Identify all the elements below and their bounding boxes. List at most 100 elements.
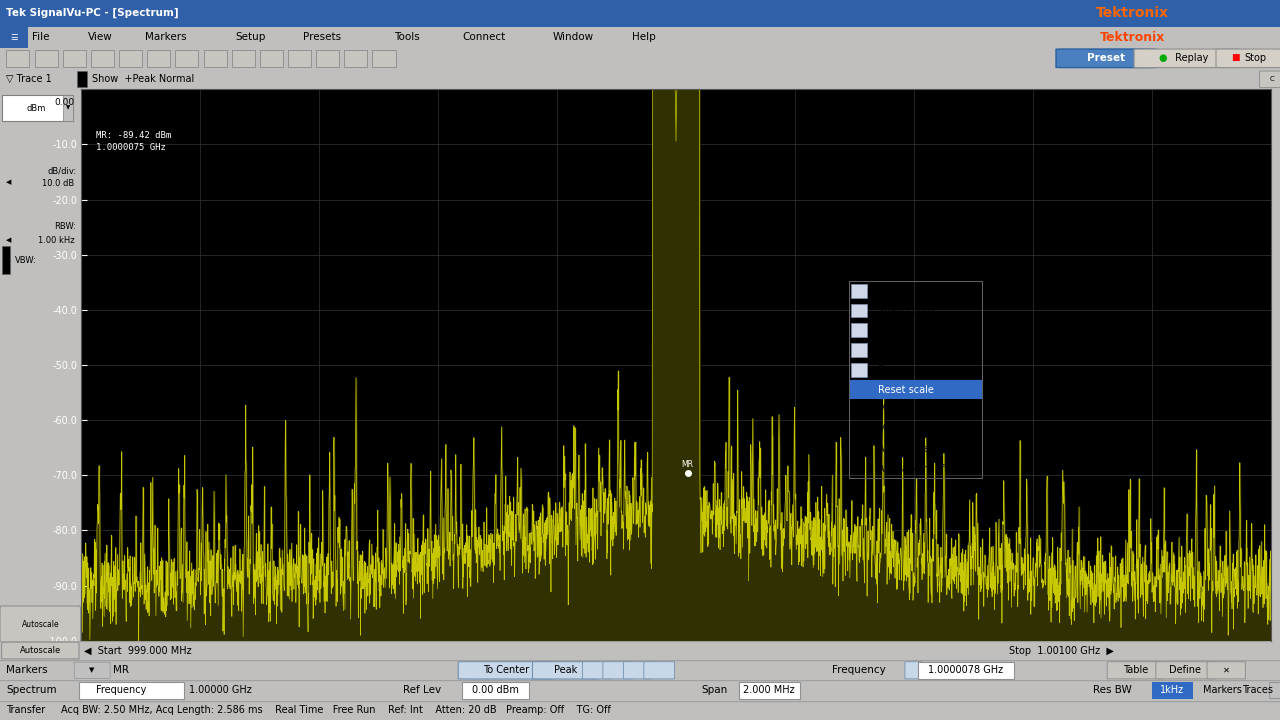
Text: Stop  1.00100 GHz  ▶: Stop 1.00100 GHz ▶ xyxy=(1009,646,1114,655)
Bar xyxy=(850,380,982,399)
Text: All Markers off: All Markers off xyxy=(878,464,948,474)
Bar xyxy=(6,50,29,67)
Text: Frequency: Frequency xyxy=(96,685,146,696)
FancyBboxPatch shape xyxy=(1134,49,1239,68)
Bar xyxy=(316,50,339,67)
Bar xyxy=(0,27,28,48)
Text: Tek SignalVu-PC - [Spectrum]: Tek SignalVu-PC - [Spectrum] xyxy=(6,8,179,18)
FancyBboxPatch shape xyxy=(1260,71,1280,87)
Text: 0.00 dBm: 0.00 dBm xyxy=(472,685,518,696)
Text: ◀: ◀ xyxy=(6,237,12,243)
Bar xyxy=(204,50,227,67)
Text: Marker to peak: Marker to peak xyxy=(878,405,952,415)
Text: Markers: Markers xyxy=(145,32,187,42)
Text: ◀: ◀ xyxy=(6,179,12,185)
Bar xyxy=(63,50,86,67)
FancyBboxPatch shape xyxy=(1270,683,1280,698)
Bar xyxy=(147,50,170,67)
FancyBboxPatch shape xyxy=(918,662,1014,679)
Text: 10.0 dB: 10.0 dB xyxy=(42,179,74,187)
Text: MR: -89.42 dBm
1.0000075 GHz: MR: -89.42 dBm 1.0000075 GHz xyxy=(96,130,170,152)
Text: ▽ Trace 1: ▽ Trace 1 xyxy=(6,73,52,84)
Text: Traces: Traces xyxy=(1242,685,1272,696)
Text: Reset scale: Reset scale xyxy=(878,384,934,395)
Text: Tools: Tools xyxy=(394,32,420,42)
Bar xyxy=(851,343,868,357)
Text: ✕: ✕ xyxy=(1222,666,1230,675)
Text: Setup: Setup xyxy=(236,32,266,42)
Bar xyxy=(1,246,10,274)
FancyBboxPatch shape xyxy=(74,662,110,678)
Text: View: View xyxy=(88,32,113,42)
Bar xyxy=(35,50,58,67)
Text: Markers: Markers xyxy=(6,665,49,675)
Text: Connect: Connect xyxy=(462,32,506,42)
Text: 2.000 MHz: 2.000 MHz xyxy=(744,685,795,696)
FancyBboxPatch shape xyxy=(79,682,184,699)
Bar xyxy=(1152,682,1193,699)
Text: VBW:: VBW: xyxy=(14,256,36,265)
FancyBboxPatch shape xyxy=(1056,49,1156,68)
FancyBboxPatch shape xyxy=(603,662,634,679)
FancyBboxPatch shape xyxy=(905,662,922,679)
Text: Span: Span xyxy=(701,685,728,696)
Bar xyxy=(91,50,114,67)
Text: Markers: Markers xyxy=(1203,685,1242,696)
Text: Peak: Peak xyxy=(554,665,577,675)
Text: Autoscale: Autoscale xyxy=(22,621,59,629)
FancyBboxPatch shape xyxy=(462,682,529,699)
Text: Preset: Preset xyxy=(1087,53,1125,63)
Bar xyxy=(344,50,367,67)
FancyBboxPatch shape xyxy=(1,642,79,659)
Text: Tektronix: Tektronix xyxy=(1096,6,1170,20)
FancyBboxPatch shape xyxy=(0,606,81,644)
Bar xyxy=(260,50,283,67)
Text: Zoom: Zoom xyxy=(878,345,906,355)
Text: Table: Table xyxy=(1123,665,1148,675)
Bar xyxy=(63,95,73,121)
Text: Transfer: Transfer xyxy=(6,706,46,715)
Text: MR: MR xyxy=(113,665,128,675)
Bar xyxy=(372,50,396,67)
FancyBboxPatch shape xyxy=(1107,662,1164,679)
Text: Tektronix: Tektronix xyxy=(1100,31,1166,44)
Text: File: File xyxy=(32,32,50,42)
Text: Frequency: Frequency xyxy=(832,665,886,675)
Text: ●: ● xyxy=(1158,53,1167,63)
Text: Acq BW: 2.50 MHz, Acq Length: 2.586 ms    Real Time   Free Run    Ref: Int    At: Acq BW: 2.50 MHz, Acq Length: 2.586 ms R… xyxy=(61,706,611,715)
Bar xyxy=(851,363,868,377)
Text: Res BW: Res BW xyxy=(1093,685,1132,696)
Text: MR: MR xyxy=(682,460,694,469)
Text: 1.00000 GHz: 1.00000 GHz xyxy=(189,685,252,696)
FancyBboxPatch shape xyxy=(623,662,654,679)
Text: ◀  Start  999.000 MHz: ◀ Start 999.000 MHz xyxy=(84,646,192,655)
Text: C: C xyxy=(1270,76,1275,82)
FancyBboxPatch shape xyxy=(739,682,800,699)
Text: 1.0000078 GHz: 1.0000078 GHz xyxy=(928,665,1004,675)
Text: Help: Help xyxy=(632,32,657,42)
FancyBboxPatch shape xyxy=(644,662,675,679)
Text: RBW:: RBW: xyxy=(55,222,77,230)
FancyBboxPatch shape xyxy=(1207,662,1245,679)
Text: dBm: dBm xyxy=(27,104,46,112)
Text: ■: ■ xyxy=(1231,53,1240,63)
Text: Stop: Stop xyxy=(1244,53,1266,63)
Text: Select: Select xyxy=(878,286,909,296)
FancyBboxPatch shape xyxy=(532,662,599,679)
FancyBboxPatch shape xyxy=(1,95,73,121)
Bar xyxy=(288,50,311,67)
FancyBboxPatch shape xyxy=(582,662,613,679)
FancyBboxPatch shape xyxy=(458,662,554,679)
Bar xyxy=(851,284,868,297)
Bar xyxy=(851,304,868,318)
Bar xyxy=(232,50,255,67)
Text: ▼: ▼ xyxy=(65,106,70,111)
Text: Spectrum: Spectrum xyxy=(6,685,58,696)
FancyBboxPatch shape xyxy=(1216,49,1280,68)
Text: Replay: Replay xyxy=(1172,53,1208,63)
Text: ☰: ☰ xyxy=(10,33,18,42)
Text: Window: Window xyxy=(553,32,594,42)
Text: CF Pan: CF Pan xyxy=(878,325,911,336)
Bar xyxy=(119,50,142,67)
Text: 1.00 kHz: 1.00 kHz xyxy=(37,236,74,246)
